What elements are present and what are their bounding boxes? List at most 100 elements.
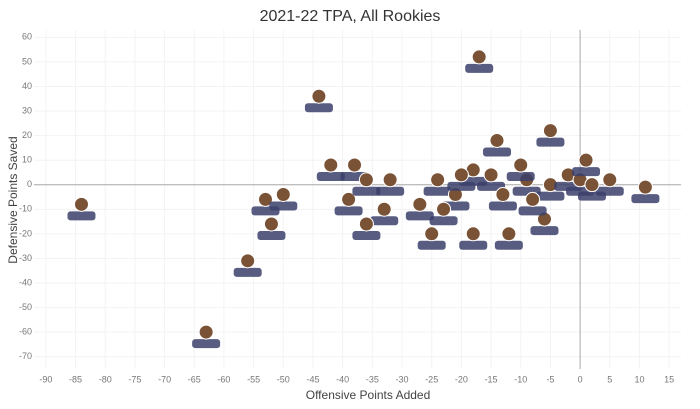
player-head [198, 324, 214, 340]
player-point [304, 88, 333, 113]
player-point [233, 253, 262, 277]
player-head [495, 187, 511, 202]
player-jersey [405, 211, 434, 221]
player-jersey [530, 226, 559, 236]
player-head [257, 191, 273, 207]
player-head [412, 196, 428, 212]
player-jersey [334, 206, 363, 216]
player-jersey [417, 240, 446, 250]
y-tick-label: 50 [22, 56, 32, 66]
player-point [447, 167, 476, 191]
player-jersey [477, 181, 506, 191]
player-jersey [518, 206, 547, 216]
x-tick-label: 15 [664, 374, 674, 384]
player-jersey [465, 63, 494, 73]
x-tick-label: -70 [158, 374, 171, 384]
player-point [482, 132, 511, 157]
player-point [352, 172, 381, 196]
player-point [352, 216, 381, 240]
player-point [417, 226, 446, 250]
x-tick-label: -20 [455, 374, 468, 384]
player-head [263, 216, 279, 232]
y-tick-label: 0 [27, 179, 32, 189]
player-head [471, 49, 487, 65]
player-jersey [536, 191, 565, 201]
player-point [506, 157, 535, 182]
player-head [584, 177, 600, 193]
player-jersey [233, 267, 262, 277]
player-head [637, 179, 653, 195]
chart-title: 2021-22 TPA, All Rookies [260, 8, 441, 25]
player-head [430, 172, 446, 188]
player-jersey [269, 201, 298, 211]
player-head [424, 226, 440, 242]
player-jersey [257, 230, 286, 240]
player-head [525, 191, 541, 207]
x-tick-label: -80 [99, 374, 112, 384]
player-jersey [423, 186, 452, 196]
y-tick-label: -50 [19, 302, 32, 312]
player-jersey [67, 211, 96, 221]
player-head [376, 201, 392, 217]
y-tick-label: 30 [22, 105, 32, 115]
x-tick-label: -75 [128, 374, 141, 384]
x-tick-label: 5 [607, 374, 612, 384]
y-tick-label: 20 [22, 130, 32, 140]
player-point [530, 211, 559, 236]
y-tick-label: 40 [22, 81, 32, 91]
player-jersey [459, 240, 488, 250]
player-point [572, 152, 601, 177]
player-point [376, 172, 405, 196]
x-tick-label: 0 [578, 374, 583, 384]
player-point [459, 226, 488, 250]
player-point [577, 177, 606, 201]
player-jersey [494, 240, 523, 250]
player-point [536, 123, 565, 147]
y-tick-label: 10 [22, 155, 32, 165]
player-jersey [352, 186, 381, 196]
player-jersey [536, 137, 565, 147]
player-jersey [506, 172, 535, 182]
player-jersey [192, 339, 221, 349]
player-head [436, 201, 452, 217]
player-head [465, 226, 481, 242]
player-head [578, 152, 594, 168]
player-head [73, 196, 89, 212]
player-point [465, 49, 494, 73]
player-jersey [447, 181, 476, 191]
x-tick-label: -40 [336, 374, 349, 384]
player-jersey [577, 191, 606, 201]
x-tick-label: -5 [546, 374, 554, 384]
player-head [602, 172, 618, 188]
x-tick-label: -90 [39, 374, 52, 384]
player-jersey [304, 103, 333, 113]
player-point [494, 226, 523, 250]
player-jersey [488, 201, 517, 211]
player-jersey [316, 172, 345, 182]
player-head [311, 88, 327, 104]
y-tick-label: -40 [19, 277, 32, 287]
player-head [240, 253, 256, 269]
x-tick-label: -55 [247, 374, 260, 384]
player-head [453, 167, 469, 183]
player-head [382, 172, 398, 188]
player-point [251, 191, 280, 216]
player-jersey [482, 147, 511, 157]
player-jersey [352, 230, 381, 240]
player-head [501, 226, 517, 242]
player-head [358, 216, 374, 232]
player-head [489, 132, 505, 148]
player-head [513, 157, 529, 173]
player-point [631, 179, 660, 204]
y-tick-label: -30 [19, 253, 32, 263]
x-tick-label: -45 [306, 374, 319, 384]
x-tick-label: 10 [634, 374, 644, 384]
player-jersey [631, 194, 660, 204]
player-point [257, 216, 286, 240]
player-point [370, 201, 399, 226]
player-jersey [429, 216, 458, 226]
player-point [269, 187, 298, 211]
player-head [275, 187, 291, 202]
x-tick-label: -25 [425, 374, 438, 384]
